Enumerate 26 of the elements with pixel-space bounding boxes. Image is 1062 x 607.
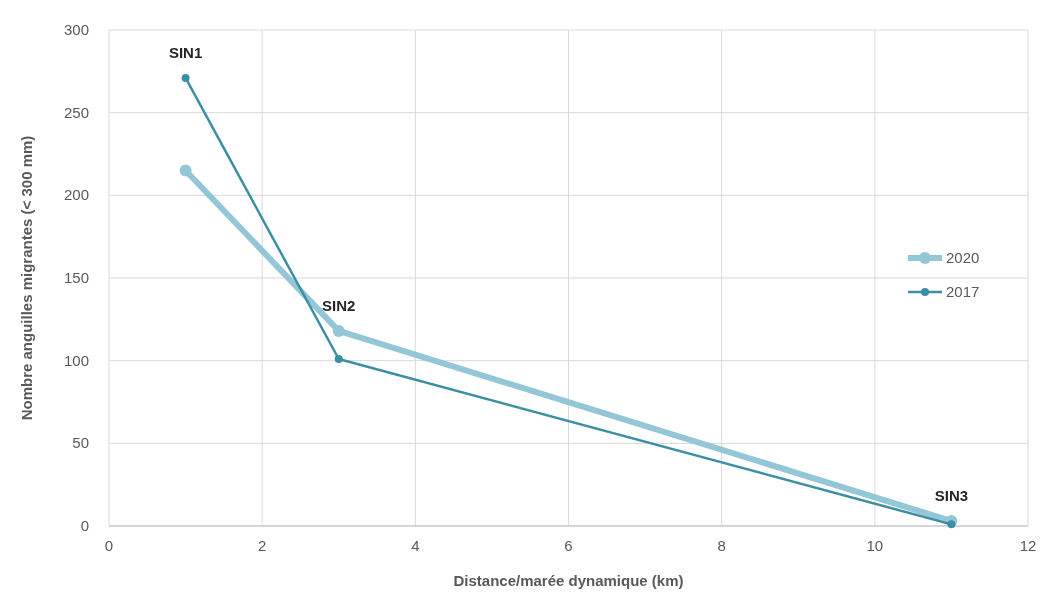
point xyxy=(179,164,192,177)
x-tick-label: 0 xyxy=(104,537,114,554)
x-tick-label: 2 xyxy=(257,537,267,554)
y-tick-label: 150 xyxy=(63,269,89,286)
x-tick-label: 6 xyxy=(564,537,573,554)
x-tick-label: 12 xyxy=(1019,537,1037,554)
x-tick-label: 10 xyxy=(866,537,884,554)
y-tick-label: 250 xyxy=(63,103,89,121)
y-tick-label: 300 xyxy=(63,21,89,38)
y-axis-title: Nombre anguilles migrantes (< 300 mm) xyxy=(18,135,35,421)
legend-label: 2017 xyxy=(946,283,980,300)
point xyxy=(947,520,956,529)
point xyxy=(334,355,343,364)
annotation: SIN3 xyxy=(934,487,969,505)
annotation: SIN1 xyxy=(168,43,203,61)
x-axis-title: Distance/marée dynamique (km) xyxy=(453,572,684,589)
x-tick-label: 8 xyxy=(717,537,726,554)
annotation: SIN2 xyxy=(322,296,356,314)
x-tick-label: 4 xyxy=(411,537,420,554)
y-tick-label: 100 xyxy=(63,351,89,369)
y-tick-label: 50 xyxy=(72,434,89,452)
legend-label: 2020 xyxy=(946,249,980,266)
point xyxy=(332,324,345,337)
y-tick-label: 0 xyxy=(80,517,89,534)
y-tick-label: 200 xyxy=(63,186,89,204)
point xyxy=(181,73,190,82)
